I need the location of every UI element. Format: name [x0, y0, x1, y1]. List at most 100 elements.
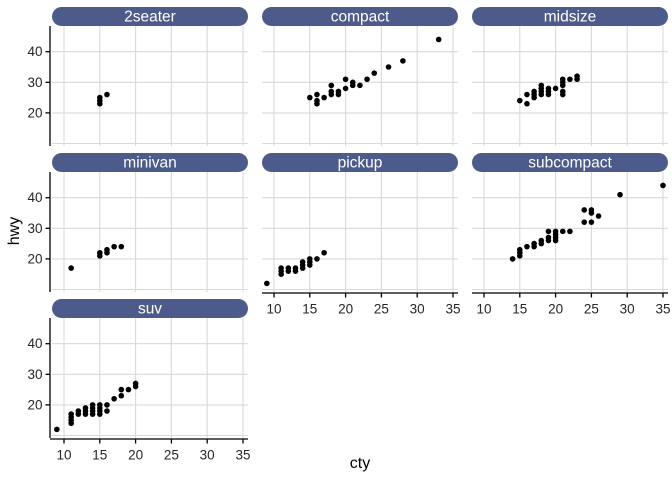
- data-point: [118, 386, 125, 393]
- data-point: [400, 58, 406, 64]
- x-tick-label: 10: [266, 302, 281, 317]
- data-point: [299, 259, 306, 265]
- facet-strip-label: suv: [138, 301, 162, 318]
- y-tick-label: 20: [27, 105, 42, 120]
- data-point: [531, 88, 537, 95]
- x-tick-label: 25: [374, 302, 389, 317]
- data-point: [349, 79, 356, 86]
- x-tick-label: 25: [584, 302, 599, 317]
- facet-strip-label: midsize: [544, 9, 597, 26]
- data-point: [292, 265, 299, 271]
- x-tick-label: 20: [548, 302, 563, 317]
- data-point: [581, 219, 588, 225]
- data-point: [264, 280, 270, 287]
- x-tick-label: 25: [164, 448, 179, 463]
- facet-strip: [52, 7, 248, 26]
- data-point: [342, 76, 349, 83]
- data-point: [545, 85, 552, 92]
- data-point: [89, 402, 96, 408]
- x-tick-label: 10: [56, 448, 71, 463]
- x-tick-label: 20: [128, 448, 143, 463]
- y-tick-label: 30: [27, 367, 42, 382]
- data-point: [68, 411, 74, 417]
- data-point: [581, 207, 588, 213]
- data-point: [574, 73, 580, 79]
- data-point: [314, 256, 320, 262]
- data-point: [357, 82, 363, 89]
- x-tick-label: 10: [476, 302, 491, 317]
- data-point: [314, 97, 320, 104]
- y-tick-label: 20: [27, 251, 42, 266]
- data-point: [118, 243, 125, 250]
- data-point: [588, 219, 595, 225]
- data-point: [531, 240, 537, 247]
- y-tick-label: 20: [27, 397, 42, 412]
- data-point: [104, 91, 110, 98]
- data-point: [104, 408, 110, 414]
- y-tick-label: 30: [27, 75, 42, 90]
- data-point: [559, 228, 566, 235]
- x-tick-label: 20: [338, 302, 353, 317]
- data-point: [385, 64, 392, 70]
- x-tick-label: 15: [302, 302, 317, 317]
- data-point: [132, 380, 139, 387]
- data-point: [321, 249, 327, 256]
- data-point: [567, 76, 573, 83]
- data-point: [104, 402, 110, 408]
- facet-strip-label: 2seater: [124, 9, 176, 26]
- data-point: [559, 88, 566, 95]
- data-point: [118, 392, 125, 399]
- y-tick-label: 30: [27, 221, 42, 236]
- data-point: [559, 76, 566, 83]
- facet-strip-label: compact: [331, 9, 390, 26]
- data-point: [104, 246, 110, 253]
- facet-strip-label: minivan: [123, 155, 176, 172]
- facet-strip: [262, 7, 458, 26]
- x-tick-label: 35: [655, 302, 670, 317]
- data-point: [617, 191, 623, 198]
- data-point: [517, 246, 523, 253]
- x-tick-label: 30: [620, 302, 635, 317]
- data-point: [524, 91, 530, 98]
- data-point: [552, 228, 559, 235]
- data-point: [371, 70, 378, 76]
- data-point: [278, 265, 284, 271]
- y-axis-title: hwy: [6, 216, 23, 246]
- data-point: [335, 88, 342, 95]
- data-point: [328, 88, 335, 95]
- facet-strip: [472, 153, 668, 172]
- data-point: [82, 405, 89, 411]
- x-tick-label: 30: [200, 448, 215, 463]
- facet-strip: [52, 299, 248, 318]
- data-point: [595, 213, 602, 219]
- data-point: [111, 243, 117, 250]
- data-point: [435, 36, 442, 43]
- data-point: [660, 182, 666, 189]
- y-tick-label: 40: [27, 44, 42, 59]
- data-point: [517, 97, 523, 104]
- data-point: [75, 408, 82, 414]
- x-tick-label: 15: [512, 302, 527, 317]
- data-point: [567, 228, 573, 235]
- data-point: [524, 100, 530, 107]
- data-point: [307, 256, 313, 262]
- x-tick-label: 35: [235, 448, 250, 463]
- data-point: [307, 94, 313, 101]
- data-point: [538, 237, 545, 244]
- x-axis-title: cty: [349, 455, 371, 472]
- data-point: [509, 256, 516, 262]
- facet-strip-label: subcompact: [528, 155, 612, 172]
- data-point: [588, 210, 595, 216]
- data-point: [97, 249, 103, 256]
- data-point: [321, 94, 327, 101]
- data-point: [545, 228, 552, 235]
- x-tick-label: 30: [410, 302, 425, 317]
- data-point: [314, 91, 320, 98]
- data-point: [545, 234, 552, 241]
- data-point: [125, 386, 132, 393]
- data-point: [54, 426, 60, 433]
- data-point: [97, 94, 103, 101]
- data-point: [524, 243, 530, 250]
